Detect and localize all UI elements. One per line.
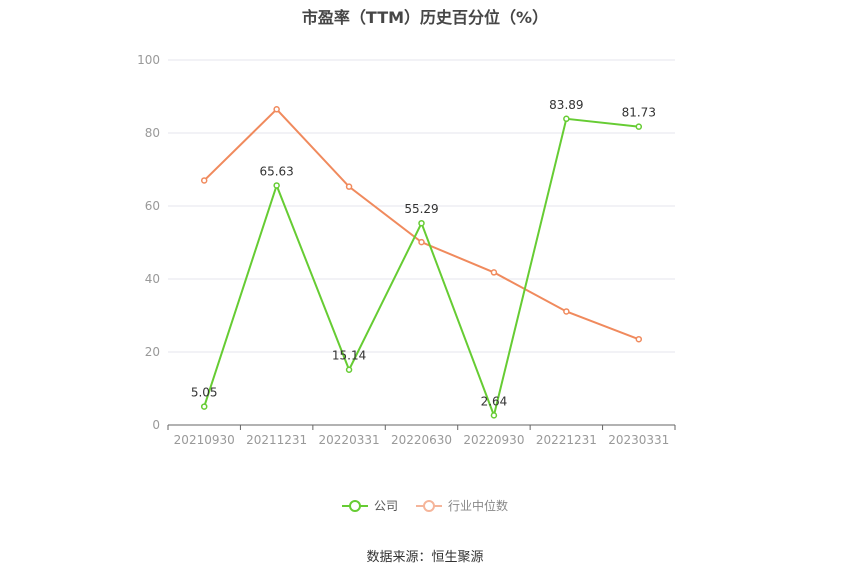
series-line-company bbox=[203, 117, 639, 419]
data-point-company bbox=[273, 182, 280, 189]
data-point-company bbox=[418, 219, 425, 227]
legend: 公司 行业中位数 bbox=[0, 497, 850, 514]
chart-title: 市盈率（TTM）历史百分位（%） bbox=[301, 8, 549, 27]
y-tick-label: 20 bbox=[145, 345, 160, 359]
data-point-industry bbox=[200, 177, 208, 184]
legend-industry-marker-icon bbox=[416, 499, 442, 512]
data-point-company bbox=[200, 403, 208, 410]
source-note: 数据来源：恒生聚源 bbox=[366, 550, 484, 565]
x-tick-label: 20210930 bbox=[174, 433, 235, 447]
data-point-company bbox=[345, 366, 353, 373]
x-tick-label: 20211231 bbox=[246, 433, 307, 447]
y-tick-label: 40 bbox=[145, 272, 160, 286]
data-point-industry bbox=[273, 106, 280, 113]
data-point-industry bbox=[563, 308, 570, 315]
data-label: 81.73 bbox=[622, 106, 656, 120]
legend-company-marker-icon bbox=[341, 499, 368, 512]
x-tick-label: 20220930 bbox=[463, 433, 524, 447]
legend-label-industry: 行业中位数 bbox=[448, 499, 509, 513]
data-point-company bbox=[490, 412, 498, 419]
data-label: 2.64 bbox=[481, 394, 508, 408]
y-tick-label: 0 bbox=[152, 418, 160, 432]
y-tick-label: 100 bbox=[137, 53, 160, 67]
data-point-company bbox=[635, 123, 643, 130]
legend-item-company[interactable]: 公司 bbox=[341, 497, 398, 514]
data-label: 5.05 bbox=[191, 386, 218, 400]
x-tick-label: 20221231 bbox=[536, 433, 597, 447]
data-label: 15.14 bbox=[332, 349, 366, 363]
x-tick-label: 20220331 bbox=[319, 433, 380, 447]
legend-item-industry[interactable]: 行业中位数 bbox=[416, 497, 508, 514]
x-tick-label: 20220630 bbox=[391, 433, 452, 447]
line-chart: 0 20 40 60 80 100 20210930 20211231 20220331 2022… bbox=[137, 53, 676, 447]
data-point-industry bbox=[345, 183, 353, 190]
data-point-industry bbox=[635, 335, 643, 343]
x-tick-label: 20230331 bbox=[608, 433, 669, 447]
data-label: 83.89 bbox=[549, 98, 583, 112]
data-label: 65.63 bbox=[259, 164, 293, 178]
data-point-company bbox=[563, 115, 570, 123]
legend-label-company: 公司 bbox=[373, 499, 398, 513]
data-point-industry bbox=[418, 238, 425, 246]
data-point-industry bbox=[490, 269, 498, 276]
y-tick-label: 80 bbox=[145, 126, 160, 140]
data-label: 55.29 bbox=[404, 202, 438, 216]
y-tick-label: 60 bbox=[145, 199, 160, 213]
